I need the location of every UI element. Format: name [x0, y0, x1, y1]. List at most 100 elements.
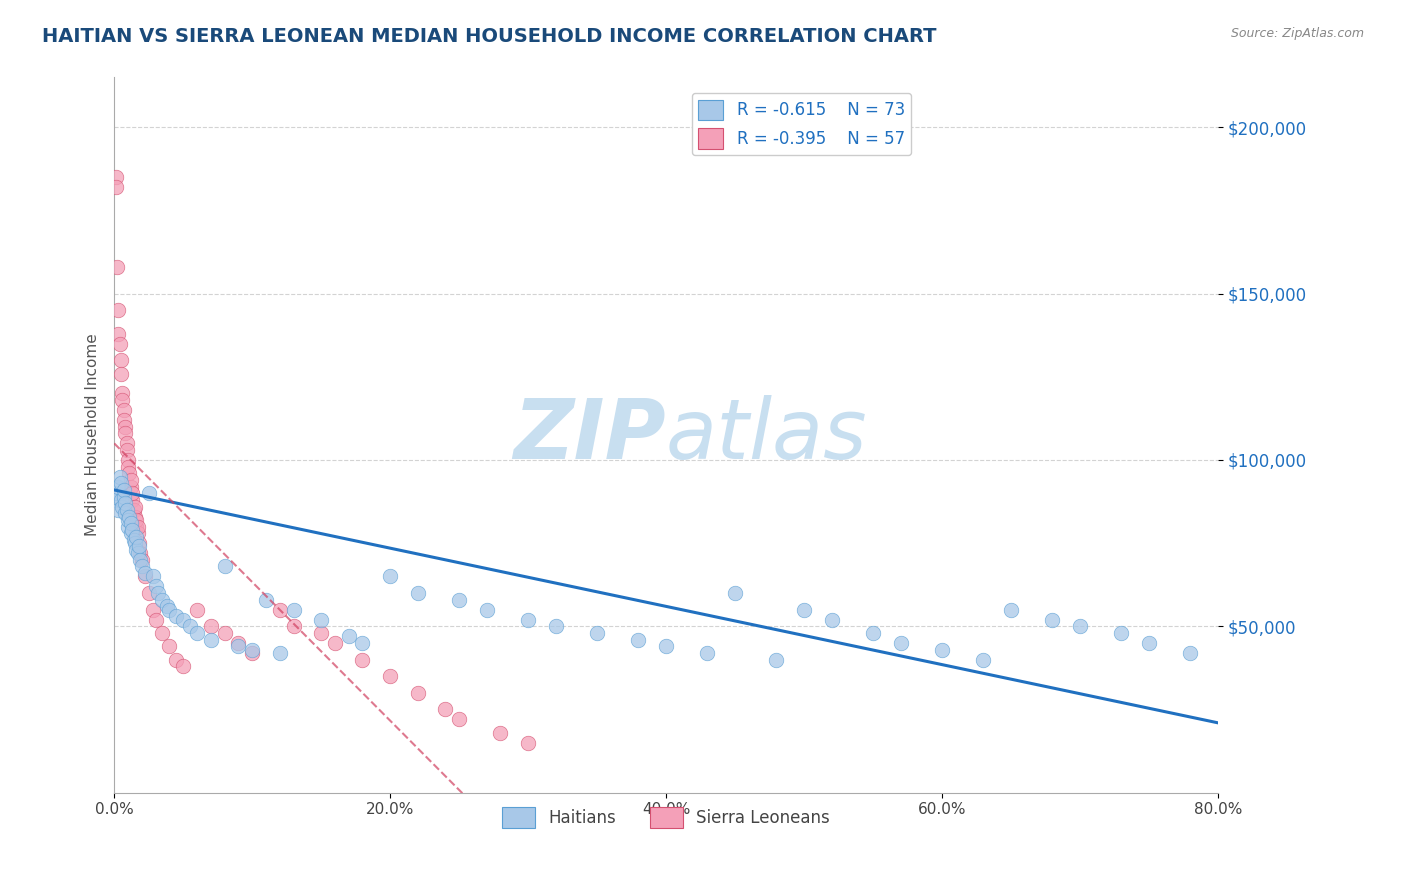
Point: [434, 702, 457, 716]
Point: [406, 586, 429, 600]
Point: [172, 613, 194, 627]
Point: [110, 476, 132, 491]
Point: [406, 686, 429, 700]
Point: [323, 636, 346, 650]
Point: [117, 453, 139, 467]
Point: [696, 646, 718, 660]
Point: [172, 659, 194, 673]
Point: [121, 523, 143, 537]
Point: [120, 480, 142, 494]
Point: [122, 533, 145, 547]
Point: [117, 519, 139, 533]
Point: [118, 467, 141, 481]
Point: [283, 619, 305, 633]
Point: [104, 180, 127, 194]
Point: [309, 613, 332, 627]
Point: [107, 480, 129, 494]
Point: [793, 603, 815, 617]
Point: [1040, 613, 1063, 627]
Point: [240, 646, 263, 660]
Point: [110, 367, 132, 381]
Point: [121, 486, 143, 500]
Point: [127, 526, 149, 541]
Point: [352, 636, 374, 650]
Point: [138, 586, 160, 600]
Point: [117, 513, 139, 527]
Point: [104, 170, 127, 185]
Point: [128, 536, 150, 550]
Point: [111, 386, 134, 401]
Point: [517, 613, 540, 627]
Point: [214, 626, 236, 640]
Point: [111, 393, 134, 408]
Point: [115, 503, 138, 517]
Point: [120, 473, 142, 487]
Point: [165, 609, 187, 624]
Point: [157, 640, 180, 654]
Point: [114, 426, 136, 441]
Point: [931, 642, 953, 657]
Point: [134, 569, 156, 583]
Point: [489, 725, 512, 739]
Point: [114, 506, 136, 520]
Point: [107, 303, 129, 318]
Point: [269, 603, 291, 617]
Point: [352, 652, 374, 666]
Legend: Haitians, Sierra Leoneans: Haitians, Sierra Leoneans: [495, 801, 837, 834]
Point: [148, 586, 170, 600]
Point: [152, 592, 174, 607]
Point: [114, 496, 136, 510]
Point: [820, 613, 842, 627]
Point: [517, 736, 540, 750]
Point: [112, 413, 135, 427]
Text: HAITIAN VS SIERRA LEONEAN MEDIAN HOUSEHOLD INCOME CORRELATION CHART: HAITIAN VS SIERRA LEONEAN MEDIAN HOUSEHO…: [42, 27, 936, 45]
Point: [1069, 619, 1091, 633]
Point: [105, 486, 128, 500]
Point: [108, 336, 131, 351]
Point: [128, 540, 150, 554]
Point: [862, 626, 884, 640]
Point: [120, 516, 142, 531]
Point: [127, 546, 149, 560]
Point: [475, 603, 498, 617]
Y-axis label: Median Household Income: Median Household Income: [86, 334, 100, 536]
Point: [111, 500, 134, 514]
Point: [125, 542, 148, 557]
Point: [186, 603, 208, 617]
Point: [112, 490, 135, 504]
Point: [214, 559, 236, 574]
Point: [152, 626, 174, 640]
Point: [115, 436, 138, 450]
Point: [145, 613, 167, 627]
Point: [105, 260, 128, 274]
Point: [129, 553, 152, 567]
Point: [104, 492, 127, 507]
Point: [122, 503, 145, 517]
Point: [655, 640, 678, 654]
Point: [254, 592, 277, 607]
Point: [378, 569, 401, 583]
Point: [107, 503, 129, 517]
Point: [108, 469, 131, 483]
Point: [179, 619, 201, 633]
Point: [118, 509, 141, 524]
Point: [127, 519, 149, 533]
Point: [120, 526, 142, 541]
Point: [309, 626, 332, 640]
Point: [228, 640, 250, 654]
Point: [145, 579, 167, 593]
Point: [200, 619, 222, 633]
Point: [138, 486, 160, 500]
Point: [972, 652, 994, 666]
Point: [114, 419, 136, 434]
Point: [121, 492, 143, 507]
Point: [124, 509, 146, 524]
Point: [1180, 646, 1202, 660]
Point: [131, 559, 153, 574]
Point: [228, 636, 250, 650]
Point: [240, 642, 263, 657]
Point: [157, 603, 180, 617]
Point: [449, 713, 471, 727]
Point: [165, 652, 187, 666]
Point: [765, 652, 787, 666]
